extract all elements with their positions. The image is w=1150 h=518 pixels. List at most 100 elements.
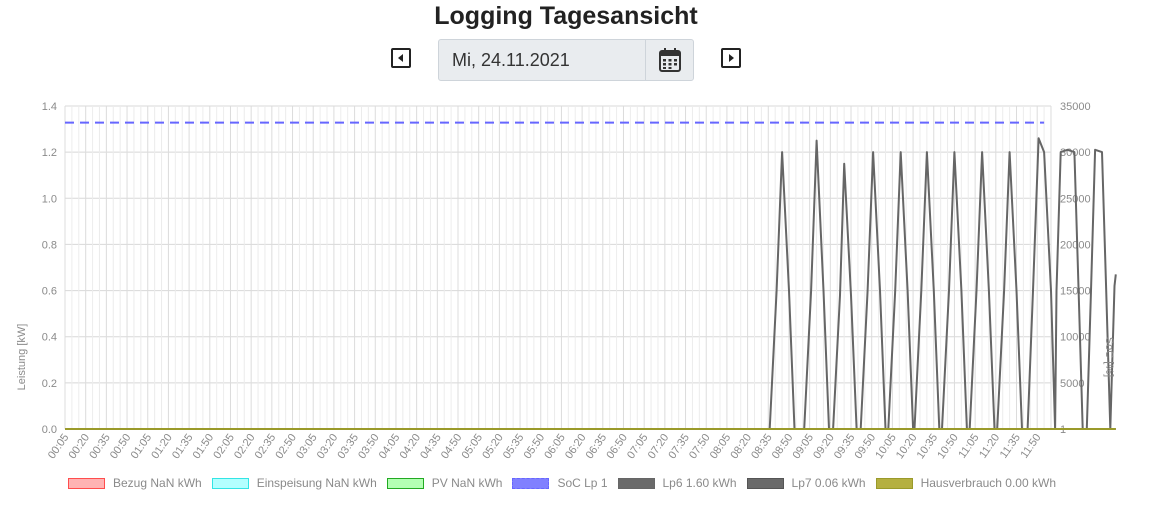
x-tick-label: 10:20 — [894, 432, 920, 461]
legend-swatch — [746, 477, 784, 489]
x-tick-label: 09:05 — [790, 432, 816, 461]
x-tick-label: 03:50 — [356, 432, 382, 461]
legend-label: Bezug NaN kWh — [113, 476, 202, 490]
x-tick-label: 08:35 — [749, 432, 775, 461]
x-tick-label: 01:50 — [191, 432, 217, 461]
x-tick-label: 01:35 — [170, 432, 196, 461]
legend-swatch — [211, 477, 249, 489]
legend-item[interactable]: PV NaN kWh — [386, 476, 503, 490]
x-tick-label: 04:05 — [377, 432, 403, 461]
x-tick-label: 09:50 — [853, 432, 879, 461]
legend-label: PV NaN kWh — [431, 476, 503, 490]
x-tick-label: 06:35 — [584, 432, 610, 461]
legend-swatch — [512, 477, 550, 489]
x-tick-label: 05:35 — [501, 432, 527, 461]
x-tick-label: 10:05 — [873, 432, 899, 461]
y-tick-label: 0.6 — [42, 286, 57, 298]
legend-item[interactable]: Einspeisung NaN kWh — [211, 476, 377, 490]
page-title: Logging Tagesansicht — [434, 2, 698, 30]
chart-grid — [64, 105, 1052, 430]
x-tick-label: 09:35 — [832, 432, 858, 461]
x-tick-label: 09:20 — [811, 432, 837, 461]
y2-axis-label: SoC [%] — [1103, 337, 1115, 377]
calendar-icon — [658, 48, 681, 72]
x-tick-label: 03:35 — [335, 432, 361, 461]
x-tick-label: 05:05 — [460, 432, 486, 461]
x-tick-label: 07:05 — [625, 432, 651, 461]
series-line — [65, 137, 1117, 430]
y2-tick-label: 5000 — [1060, 378, 1084, 390]
x-tick-label: 03:05 — [294, 432, 320, 461]
legend-label: Einspeisung NaN kWh — [256, 476, 377, 490]
date-input[interactable]: Mi, 24.11.2021 — [452, 50, 570, 70]
legend-item[interactable]: SoC Lp 1 — [512, 476, 608, 490]
y-tick-label: 0.0 — [42, 424, 57, 436]
x-tick-label: 11:05 — [956, 432, 981, 461]
x-tick-label: 06:50 — [604, 432, 630, 461]
x-tick-label: 11:20 — [977, 432, 1002, 461]
legend-label: Lp6 1.60 kWh — [662, 476, 737, 490]
legend-swatch — [386, 477, 424, 489]
date-picker[interactable]: Mi, 24.11.2021 — [438, 39, 694, 81]
legend-label: SoC Lp 1 — [557, 476, 608, 490]
x-tick-label: 11:35 — [998, 432, 1023, 461]
x-tick-label: 08:05 — [708, 432, 734, 461]
x-axis-ticks: 00:0500:2000:3500:5001:0501:2001:3501:50… — [46, 432, 1044, 461]
power-chart: 0.00.20.40.60.81.01.21.4 150001000015000… — [16, 101, 1117, 461]
x-tick-label: 05:50 — [522, 432, 548, 461]
x-tick-label: 02:05 — [211, 432, 237, 461]
next-day-button[interactable] — [721, 48, 741, 68]
legend-swatch — [617, 477, 655, 489]
x-tick-label: 10:50 — [935, 432, 961, 461]
y-tick-label: 0.2 — [42, 378, 57, 390]
x-tick-label: 04:50 — [439, 432, 465, 461]
y2-tick-label: 15000 — [1060, 286, 1091, 298]
chart-legend: Bezug NaN kWh Einspeisung NaN kWh PV NaN k… — [68, 473, 1066, 493]
y-tick-label: 1.2 — [42, 147, 57, 159]
legend-label: Lp7 0.06 kWh — [791, 476, 866, 490]
x-tick-label: 06:05 — [542, 432, 568, 461]
y-tick-label: 1.0 — [42, 193, 57, 205]
caret-right-icon — [729, 54, 734, 62]
y-tick-label: 0.4 — [42, 332, 57, 344]
x-tick-label: 02:20 — [232, 432, 258, 461]
x-tick-label: 11:50 — [1018, 432, 1043, 461]
x-tick-label: 04:20 — [397, 432, 423, 461]
y2-tick-label: 35000 — [1060, 101, 1091, 113]
x-tick-label: 00:50 — [108, 432, 134, 461]
legend-item[interactable]: Lp6 1.60 kWh — [617, 476, 737, 490]
x-tick-label: 00:05 — [46, 432, 72, 461]
legend-swatch — [875, 477, 913, 489]
x-tick-label: 02:50 — [273, 432, 299, 461]
y-tick-label: 1.4 — [42, 101, 57, 113]
legend-item[interactable]: Lp7 0.06 kWh — [746, 476, 866, 490]
calendar-button[interactable] — [645, 40, 693, 80]
x-tick-label: 01:05 — [129, 432, 155, 461]
caret-left-icon — [398, 54, 403, 62]
y-tick-label: 0.8 — [42, 239, 57, 251]
x-tick-label: 10:35 — [915, 432, 941, 461]
x-tick-label: 08:20 — [728, 432, 754, 461]
x-tick-label: 07:50 — [687, 432, 713, 461]
y2-tick-label: 20000 — [1060, 239, 1091, 251]
legend-swatch — [68, 477, 105, 489]
y2-tick-label: 10000 — [1060, 332, 1091, 344]
y-axis-label: Leistung [kW] — [16, 324, 28, 391]
x-tick-label: 04:35 — [418, 432, 444, 461]
x-tick-label: 06:20 — [563, 432, 589, 461]
previous-day-button[interactable] — [391, 48, 411, 68]
x-tick-label: 07:35 — [666, 432, 692, 461]
x-tick-label: 01:20 — [149, 432, 175, 461]
x-tick-label: 07:20 — [646, 432, 672, 461]
x-tick-label: 05:20 — [480, 432, 506, 461]
x-tick-label: 00:35 — [87, 432, 113, 461]
x-tick-label: 00:20 — [67, 432, 93, 461]
legend-label: Hausverbrauch 0.00 kWh — [920, 476, 1056, 490]
legend-item[interactable]: Bezug NaN kWh — [68, 476, 202, 490]
y-axis-ticks: 0.0 0.2 0.4 0.6 0.8 1.0 1.2 1.4 — [42, 101, 57, 436]
x-tick-label: 03:20 — [315, 432, 341, 461]
chart-series — [65, 121, 1117, 430]
legend-item[interactable]: Hausverbrauch 0.00 kWh — [875, 476, 1056, 490]
x-tick-label: 08:50 — [770, 432, 796, 461]
x-tick-label: 02:35 — [253, 432, 279, 461]
